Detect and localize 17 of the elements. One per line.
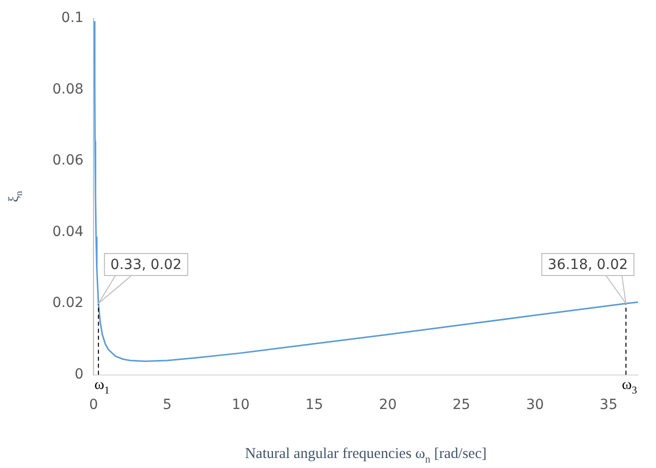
x-tick-label: 25	[452, 396, 470, 413]
x-tick-label: 5	[162, 396, 172, 413]
annotation: 36.18, 0.02	[548, 257, 628, 274]
x-tick-label: 30	[526, 396, 544, 413]
y-tick-label: 0.08	[52, 81, 84, 98]
y-tick-label: 0.1	[61, 10, 84, 26]
y-tick-label: 0.04	[52, 224, 84, 240]
x-tick-label: 15	[305, 396, 324, 413]
y-tick-label: 0	[74, 366, 84, 382]
x-tick-label: 20	[378, 396, 397, 413]
y-axis-title: ξn	[7, 190, 26, 202]
x-tick-label: 10	[232, 396, 250, 413]
x-tick-label: 35	[600, 396, 618, 413]
x-tick-label: 0	[89, 396, 98, 413]
y-tick-label: 0.06	[52, 152, 84, 169]
y-tick-label: 0.02	[52, 295, 84, 312]
annotation: 0.33, 0.02	[110, 257, 182, 274]
